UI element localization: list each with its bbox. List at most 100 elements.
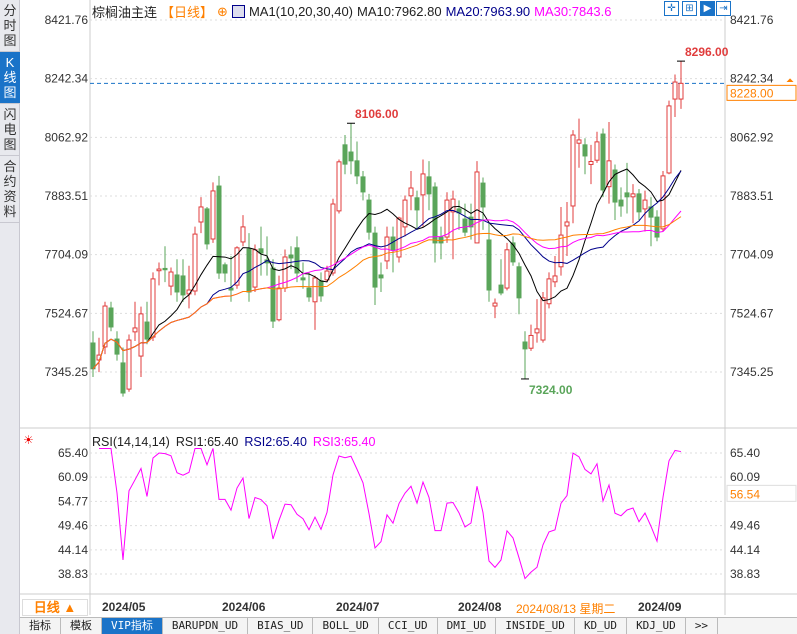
candle-down — [342, 144, 348, 165]
candle-down — [480, 182, 486, 208]
tab-1[interactable]: 模板 — [61, 618, 102, 634]
candle-up — [330, 203, 336, 274]
range-icon[interactable]: ⊞ — [682, 1, 697, 16]
candle-down — [258, 248, 264, 254]
candle-up — [660, 175, 666, 230]
rsi-tick-label-left: 38.83 — [58, 567, 88, 581]
candle-up — [210, 190, 216, 240]
add-indicator-icon[interactable]: ⊕ — [217, 3, 228, 19]
tab-7[interactable]: DMI_UD — [438, 618, 497, 634]
candle-down — [288, 254, 294, 259]
tab-8[interactable]: INSIDE_UD — [496, 618, 575, 634]
candle-down — [354, 160, 360, 177]
candle-up — [528, 334, 534, 349]
period-button[interactable]: 日线 ▲ — [22, 599, 88, 616]
candle-down — [618, 199, 624, 207]
rsi1-value: RSI1:65.40 — [175, 435, 239, 449]
candle-up — [150, 278, 156, 338]
candle-down — [162, 267, 168, 271]
candle-up — [192, 233, 198, 292]
side-tab-contract-info[interactable]: 合约资料 — [0, 156, 20, 223]
candle-up — [336, 161, 342, 212]
ma40-line — [92, 216, 682, 370]
candle-down — [414, 197, 420, 211]
candle-down — [366, 199, 372, 233]
rsi-tick-label-right: 49.46 — [730, 519, 760, 533]
candle-down — [498, 284, 504, 294]
candle-up — [546, 278, 552, 305]
chart-header: 棕榈油主连 【日线】 ⊕ MA1(10,20,30,40) MA10:7962.… — [92, 2, 612, 21]
x-tick-label: 2024/05 — [102, 600, 146, 614]
side-tab-timeshare[interactable]: 分时图 — [0, 0, 20, 52]
x-tick-label: 2024/07 — [336, 600, 380, 614]
candle-down — [270, 267, 276, 322]
candle-down — [468, 216, 474, 228]
ma-chart-icon[interactable] — [231, 5, 245, 18]
y-tick-label-right: 7524.67 — [730, 306, 774, 320]
candle-down — [120, 362, 126, 394]
tab-0[interactable]: 指标 — [20, 618, 61, 634]
candle-down — [300, 277, 306, 281]
tab-10[interactable]: KDJ_UD — [627, 618, 686, 634]
candle-up — [282, 256, 288, 289]
candle-up — [156, 268, 162, 272]
tab-11[interactable]: >> — [686, 618, 719, 634]
candle-up — [276, 287, 282, 321]
x-tick-label: 2024/09 — [638, 600, 682, 614]
candle-up — [534, 328, 540, 334]
last-price-label: 8228.00 — [730, 86, 774, 100]
candle-down — [144, 321, 150, 340]
tab-2[interactable]: VIP指标 — [102, 618, 163, 634]
rsi2-value: RSI2:65.40 — [244, 435, 307, 449]
y-tick-label-right: 8242.34 — [730, 72, 774, 86]
candle-up — [570, 134, 576, 207]
rsi-tick-label-left: 54.77 — [58, 494, 88, 508]
ma-label: MA1(10,20,30,40) — [248, 4, 354, 19]
rsi-tick-label-right: 65.40 — [730, 446, 760, 460]
candle-up — [132, 327, 138, 333]
extreme-label: 7324.00 — [529, 383, 573, 397]
candle-down — [624, 192, 630, 198]
rsi-tick-label-right: 60.09 — [730, 470, 760, 484]
ma10-value: MA10:7962.80 — [357, 4, 442, 19]
rsi-tick-label-right: 38.83 — [730, 567, 760, 581]
extreme-label: 8106.00 — [355, 107, 399, 121]
candle-down — [378, 274, 384, 279]
crosshair-icon[interactable]: ✛ — [664, 1, 679, 16]
symbol-name: 棕榈油主连 — [92, 5, 158, 20]
side-tab-flash[interactable]: 闪电图 — [0, 104, 20, 156]
candle-up — [678, 82, 684, 100]
candle-down — [204, 208, 210, 245]
tab-4[interactable]: BIAS_UD — [248, 618, 314, 634]
candle-up — [408, 187, 414, 197]
period-label: 【日线】 — [161, 5, 214, 20]
y-tick-label-left: 8421.76 — [45, 13, 89, 27]
rsi-cursor-box — [726, 484, 797, 502]
tab-6[interactable]: CCI_UD — [379, 618, 438, 634]
y-tick-label-right: 7883.51 — [730, 189, 774, 203]
candle-down — [306, 287, 312, 298]
rsi-label: RSI(14,14,14) — [92, 435, 170, 449]
candle-up — [642, 199, 648, 210]
rsi-tick-label-left: 44.14 — [58, 543, 88, 557]
tab-3[interactable]: BARUPDN_UD — [163, 618, 249, 634]
y-tick-label-left: 7524.67 — [45, 306, 89, 320]
candle-down — [360, 176, 366, 193]
candle-down — [372, 232, 378, 288]
candle-up — [666, 105, 672, 174]
candle-up — [102, 305, 108, 348]
candle-down — [432, 186, 438, 244]
candle-down — [438, 236, 444, 244]
candle-down — [348, 151, 354, 162]
exit-icon[interactable]: ⇥ — [716, 1, 731, 16]
tab-5[interactable]: BOLL_UD — [313, 618, 379, 634]
candle-down — [90, 342, 96, 370]
play-icon[interactable]: ▶ — [700, 1, 715, 16]
candle-down — [222, 264, 228, 274]
indicator-tabs: 指标 模板 VIP指标 BARUPDN_UD BIAS_UD BOLL_UD CCI_UD D… — [20, 617, 797, 634]
rsi-settings-icon[interactable]: ☀ — [23, 433, 34, 447]
tab-9[interactable]: KD_UD — [575, 618, 628, 634]
